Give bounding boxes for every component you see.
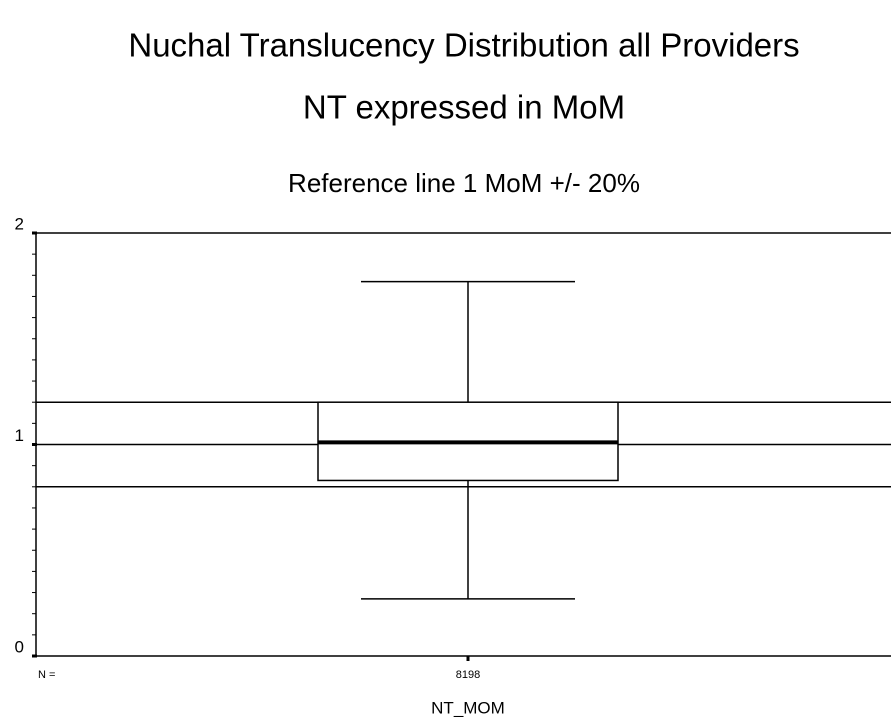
y-tick-label: 0: [15, 637, 24, 656]
n-value: 8198: [456, 669, 480, 681]
n-label: N =: [38, 669, 55, 681]
chart-subtitle: NT expressed in MoM: [303, 89, 625, 126]
y-tick-label: 2: [15, 214, 24, 233]
chart-note: Reference line 1 MoM +/- 20%: [288, 168, 640, 198]
x-axis-label: NT_MOM: [431, 698, 505, 717]
chart-title: Nuchal Translucency Distribution all Pro…: [128, 27, 799, 64]
y-tick-label: 1: [15, 426, 24, 445]
